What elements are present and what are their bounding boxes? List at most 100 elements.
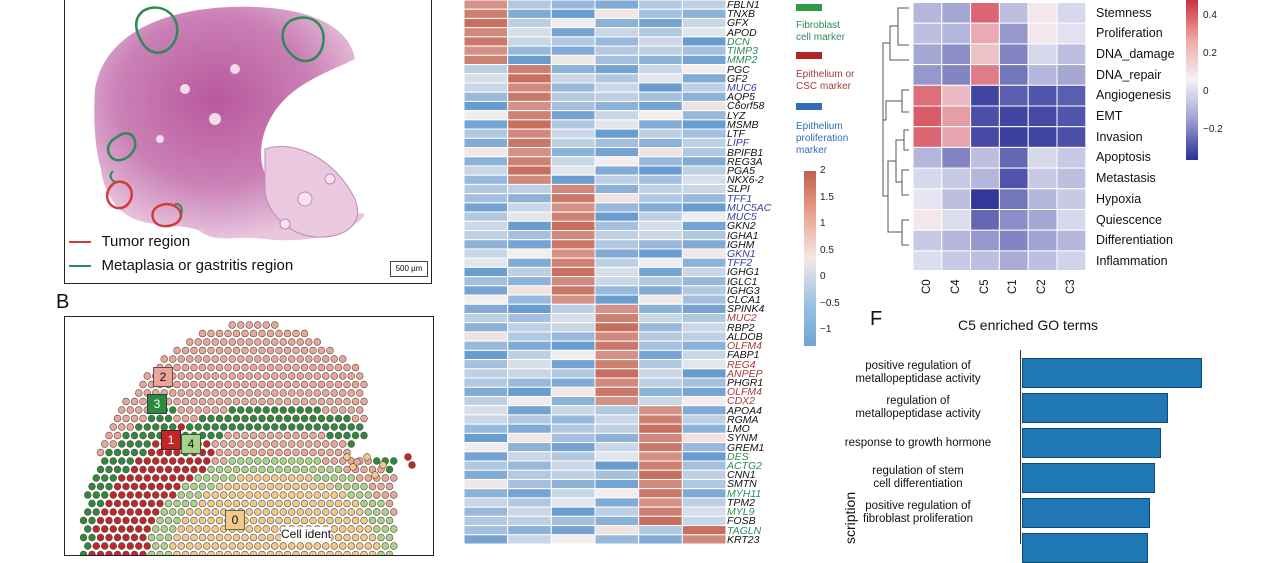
spot	[317, 380, 326, 389]
heatmap-cell	[550, 17, 596, 29]
spot	[305, 389, 313, 397]
heatmap-cell	[681, 128, 726, 139]
spot	[245, 423, 253, 431]
heatmap-cell	[464, 45, 509, 56]
heatmap-cell	[681, 36, 726, 47]
spot	[292, 431, 300, 440]
heatmap-cell	[941, 209, 972, 231]
heatmap-cell	[464, 405, 509, 416]
spot	[296, 355, 304, 363]
spot	[224, 550, 232, 555]
heatmap-cell	[464, 128, 509, 139]
spot	[96, 516, 105, 525]
spot	[262, 389, 270, 397]
gene-label: IGHG3	[727, 284, 760, 297]
spot	[326, 448, 334, 457]
spot	[271, 389, 279, 397]
spot	[271, 406, 279, 414]
spot	[271, 474, 279, 482]
spot	[309, 431, 317, 440]
spot	[215, 414, 224, 423]
heatmap-cell	[507, 331, 552, 342]
spot	[245, 321, 253, 329]
spot	[360, 465, 368, 474]
heatmap-cell	[681, 340, 726, 351]
heatmap-cell	[550, 156, 596, 167]
spot	[347, 491, 355, 499]
spot	[101, 491, 109, 499]
spot	[385, 465, 394, 474]
spot	[130, 465, 139, 474]
heatmap-cell	[550, 211, 596, 222]
heatmap-cell	[507, 45, 552, 56]
gene-label: TNXB	[727, 8, 756, 21]
spot	[381, 508, 389, 516]
heatmap-cell	[970, 250, 1000, 270]
spot	[275, 329, 283, 338]
heatmap-cell	[507, 211, 552, 222]
spot	[351, 397, 360, 406]
heatmap-cell	[594, 27, 640, 38]
heatmap-cell	[638, 64, 683, 75]
spot	[300, 448, 309, 457]
heatmap-cell	[638, 266, 683, 278]
heatmap-cell	[1056, 2, 1087, 24]
spot	[343, 380, 351, 389]
spot	[266, 431, 275, 440]
heatmap-cell	[550, 469, 596, 480]
heatmap-cell	[507, 294, 552, 305]
spot	[343, 499, 351, 508]
spot	[237, 389, 245, 397]
spot	[309, 516, 317, 525]
gene-label: C6orf58	[727, 100, 765, 113]
spot	[126, 406, 134, 414]
spot	[198, 482, 207, 491]
spot	[109, 440, 117, 448]
spot	[215, 516, 224, 525]
spot	[96, 533, 105, 542]
heatmap-cell	[464, 515, 509, 527]
spot	[317, 397, 326, 406]
heatmap-cell	[1056, 250, 1087, 270]
spot	[254, 423, 262, 431]
spot	[190, 465, 198, 474]
spot	[130, 448, 139, 457]
spot	[288, 372, 296, 380]
heatmap-cell	[1056, 22, 1087, 45]
heatmap-cell	[681, 294, 726, 305]
spot	[152, 525, 160, 533]
spot	[275, 448, 283, 457]
spot	[334, 533, 343, 542]
spot	[237, 321, 245, 329]
spot	[317, 363, 326, 372]
spot	[377, 550, 385, 555]
spot	[207, 550, 215, 555]
spot	[173, 363, 181, 372]
heatmap-cell	[638, 395, 683, 407]
heatmap-cell	[1056, 167, 1087, 190]
spot	[220, 491, 228, 499]
spot	[364, 508, 372, 516]
spot	[241, 414, 249, 423]
spot	[360, 533, 368, 542]
heatmap-cell	[681, 230, 726, 241]
spot	[147, 499, 156, 508]
spot	[339, 491, 347, 499]
spot	[232, 397, 241, 406]
spot	[232, 346, 241, 355]
cluster-label-2: 2	[153, 367, 173, 387]
spot	[283, 431, 292, 440]
spot	[232, 431, 241, 440]
spot	[194, 474, 202, 482]
heatmap-cell	[550, 442, 596, 453]
gene-label: FABP1	[727, 349, 760, 362]
spot	[283, 346, 292, 355]
heatmap-cell	[638, 349, 683, 361]
heatmap-cell	[507, 312, 552, 324]
heatmap-cell	[507, 405, 552, 416]
spot	[101, 474, 109, 482]
heatmap-cell	[550, 165, 596, 176]
spot	[139, 499, 147, 508]
spot	[186, 338, 194, 346]
spot	[113, 465, 122, 474]
